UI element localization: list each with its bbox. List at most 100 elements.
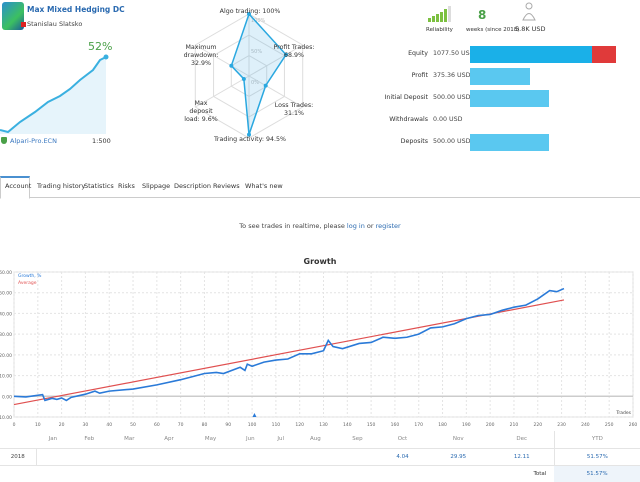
month-header: Apr: [150, 431, 188, 449]
x-tick-label: 160: [391, 422, 400, 428]
stat-row-profit: Profit 375.36 USD: [380, 66, 640, 88]
signal-title[interactable]: Max Mixed Hedging DC: [27, 5, 125, 14]
tab-account[interactable]: Account: [5, 182, 32, 190]
radar-ring-label: 0%: [251, 80, 259, 86]
radar-label-drawdown: Maximum drawdown: 32.9%: [183, 44, 219, 67]
y-tick-label: 20.00: [0, 353, 12, 359]
x-tick-label: 90: [225, 422, 231, 428]
weeks-value: 8: [478, 8, 487, 22]
x-tick-label: 170: [414, 422, 423, 428]
radar-label-profit: Profit Trades: 68.9%: [273, 44, 315, 59]
month-header-row: Jan Feb Mar Apr May Jun Jul Aug Sep Oct Nov Dec YTD: [0, 431, 640, 449]
x-tick-label: 260: [629, 422, 638, 428]
radar-ring-label: 100%: [251, 18, 266, 24]
marker-triangle: [252, 413, 257, 417]
x-tick-label: 70: [178, 422, 184, 428]
stat-label: Initial Deposit: [384, 94, 429, 101]
stat-label: Equity: [408, 50, 428, 57]
x-tick-label: 0: [13, 422, 16, 428]
tab-description[interactable]: Description: [174, 182, 212, 190]
month-header: Jan: [36, 431, 70, 449]
stat-value: 1077.50 USD: [433, 50, 475, 57]
y-tick-label: 60.00: [0, 270, 12, 276]
message-or: or: [364, 222, 376, 230]
reliability-icon: [428, 6, 451, 22]
x-tick-label: 110: [272, 422, 281, 428]
chart-title: Growth: [303, 257, 337, 266]
stat-value: 0.00 USD: [433, 116, 463, 123]
x-tick-label: 230: [557, 422, 566, 428]
tab-trading-history[interactable]: Trading history: [37, 182, 86, 190]
x-tick-label: 30: [83, 422, 89, 428]
month-value: [267, 448, 294, 466]
x-tick-label: 20: [59, 422, 65, 428]
month-value: [233, 448, 268, 466]
broker-link[interactable]: Alpari-Pro.ECN: [10, 137, 57, 145]
growth-badge: 52%: [88, 40, 113, 53]
tab-account-frame: [0, 176, 30, 199]
growth-sparkline: [0, 54, 109, 134]
total-label: Total: [533, 470, 547, 477]
x-tick-label: 120: [295, 422, 304, 428]
x-tick-label: 40: [106, 422, 112, 428]
stat-row-equity: Equity 1077.50 USD: [380, 44, 640, 66]
verified-shield-icon: [1, 137, 7, 144]
leverage: 1:500: [92, 137, 111, 145]
legend-item: Average: [18, 280, 37, 286]
x-tick-label: 140: [343, 422, 352, 428]
tab-statistics[interactable]: Statistics: [84, 182, 114, 190]
stat-row-withdrawals: Withdrawals 0.00 USD: [380, 110, 640, 132]
month-value: [336, 448, 379, 466]
flag-icon: [21, 22, 26, 27]
stat-label: Withdrawals: [389, 116, 428, 123]
author-link[interactable]: Stanislau Slatsko: [27, 20, 83, 28]
tab-slippage[interactable]: Slippage: [142, 182, 171, 190]
radar-point: [229, 63, 234, 68]
stat-bar: [470, 68, 530, 85]
radar-label-deposit: Max deposit load: 9.6%: [184, 100, 218, 123]
x-tick-label: 190: [462, 422, 471, 428]
radar-label-loss: Loss Trades: 31.1%: [274, 102, 314, 117]
month-value: [36, 448, 70, 466]
month-value: [150, 448, 188, 466]
stat-bar-extra: [592, 46, 617, 63]
weeks-label: weeks (since 2018): [466, 27, 520, 33]
year-cell: 2018: [0, 448, 37, 466]
radar-chart: 100% 50% 0%: [194, 12, 304, 139]
radar-point: [247, 132, 251, 137]
stat-bar: [470, 134, 550, 151]
series-line-growth-: [13, 287, 565, 402]
subscribers-value: 5.8K USD: [515, 25, 546, 33]
radar-label-algo: Algo trading: 100%: [219, 8, 281, 15]
stat-row-initial-deposit: Initial Deposit 500.00 USD: [380, 88, 640, 110]
reliability-label: Reliability: [426, 27, 453, 33]
stat-value: 500.00 USD: [433, 94, 471, 101]
register-link[interactable]: register: [375, 222, 401, 230]
x-tick-label: 80: [202, 422, 208, 428]
total-value: 51.57%: [554, 465, 640, 482]
table-row: 2018 4.04 29.95 12.11 51.57%: [0, 448, 640, 466]
tab-whats-new[interactable]: What's new: [245, 182, 283, 190]
month-header: Mar: [108, 431, 151, 449]
month-header: Jul: [267, 431, 294, 449]
login-link[interactable]: log in: [346, 222, 365, 230]
month-value: [108, 448, 151, 466]
y-tick-label: 30.00: [0, 332, 12, 338]
x-tick-label: 220: [533, 422, 542, 428]
x-axis-label: Trades: [615, 410, 631, 416]
stat-value: 500.00 USD: [433, 138, 471, 145]
tab-risks[interactable]: Risks: [118, 182, 135, 190]
month-header: Sep: [336, 431, 379, 449]
radar-label-activity: Trading activity: 94.5%: [214, 136, 286, 143]
tab-reviews[interactable]: Reviews: [213, 182, 240, 190]
month-header: Oct: [378, 431, 427, 449]
month-header: YTD: [553, 431, 640, 449]
x-tick-label: 130: [319, 422, 328, 428]
radar-point: [241, 76, 246, 81]
x-tick-label: 250: [605, 422, 614, 428]
radar-point: [263, 83, 268, 88]
radar-point: [283, 52, 288, 57]
month-value: [293, 448, 337, 466]
subscribers-icon: [522, 2, 536, 21]
month-value: 29.95: [426, 448, 490, 466]
